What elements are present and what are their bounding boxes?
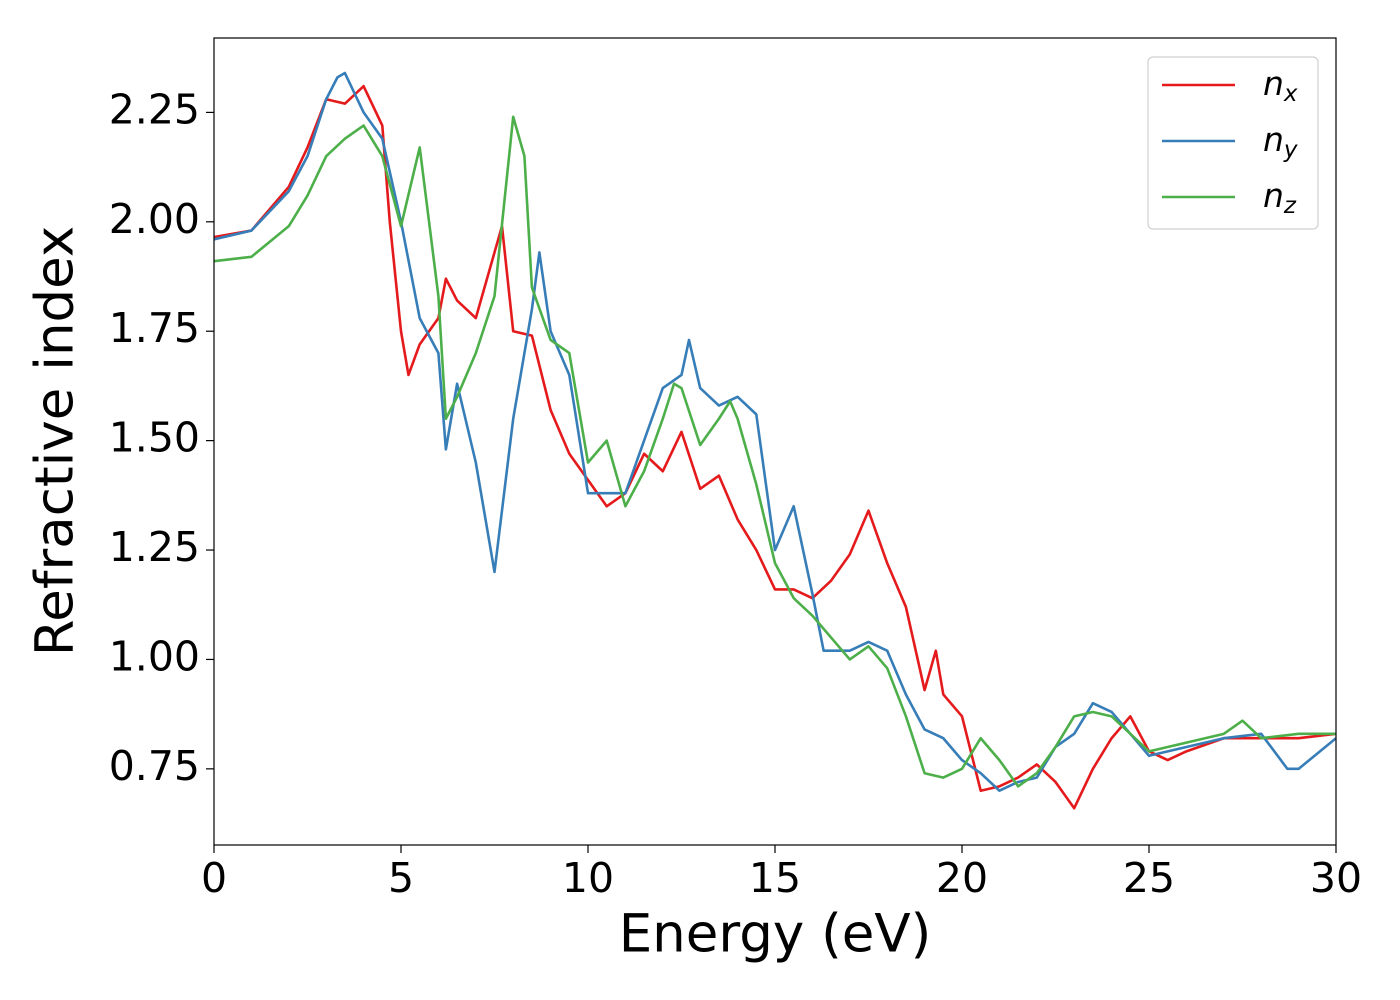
legend-box	[1147, 56, 1319, 230]
series-line	[214, 71, 1336, 793]
x-tick-label: 10	[562, 854, 614, 902]
x-tick-label: 20	[936, 854, 988, 902]
series-line	[214, 115, 1336, 788]
y-tick-label: 1.75	[109, 304, 200, 352]
y-tick-label: 1.25	[109, 523, 200, 571]
x-tick-label: 15	[749, 854, 801, 902]
y-tick-label: 1.50	[109, 414, 200, 462]
x-tick-label: 25	[1123, 854, 1175, 902]
y-tick-label: 0.75	[109, 742, 200, 790]
series-line	[214, 84, 1336, 810]
x-tick-label: 30	[1310, 854, 1362, 902]
y-axis-label: Refractive index	[25, 226, 86, 656]
x-tick-label: 5	[388, 854, 414, 902]
legend-label: nz	[1263, 176, 1297, 219]
y-tick-label: 2.25	[109, 85, 200, 133]
x-axis-label: Energy (eV)	[619, 904, 932, 965]
plot-frame	[213, 37, 1337, 846]
legend-label: nx	[1263, 64, 1298, 107]
x-tick-label: 0	[201, 854, 227, 902]
y-tick-label: 1.00	[109, 632, 200, 680]
legend-label: ny	[1263, 120, 1298, 163]
y-tick-label: 2.00	[109, 195, 200, 243]
